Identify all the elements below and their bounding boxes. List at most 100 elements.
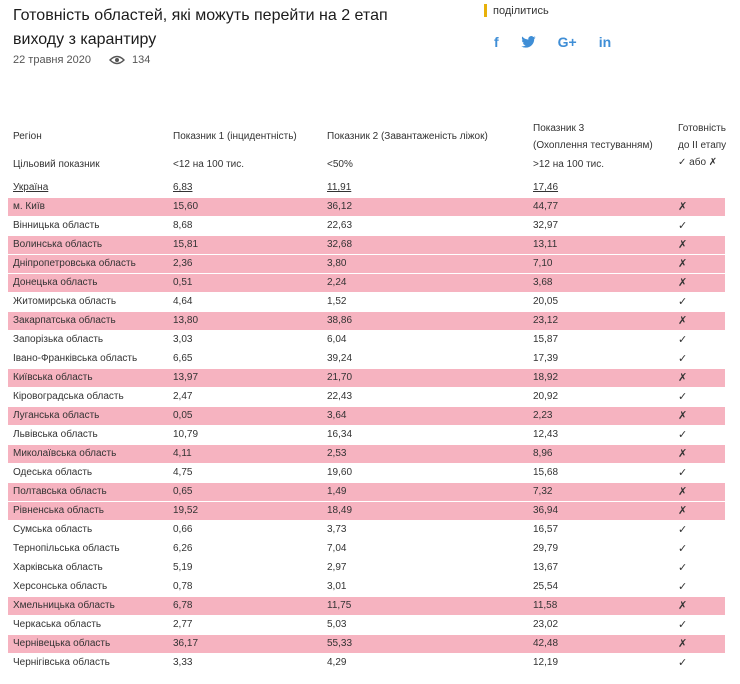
readiness-cell: ✗	[678, 600, 688, 612]
table-row: Київська область 13,97 21,70 18,92 ✗	[8, 369, 725, 387]
readiness-cell: ✗	[678, 239, 688, 251]
indicator-1-cell: 0,05	[173, 410, 193, 421]
indicator-2-cell: 3,01	[327, 581, 347, 592]
indicator-1-cell: 4,75	[173, 467, 193, 478]
indicator-2-cell: 16,34	[327, 429, 353, 440]
indicator-3-cell: 23,02	[533, 619, 559, 630]
table-row: Україна 6,83 11,91 17,46	[8, 179, 725, 197]
readiness-cell: ✗	[678, 486, 688, 498]
table-row: Житомирська область 4,64 1,52 20,05 ✓	[8, 293, 725, 311]
indicator-1-cell: 0,65	[173, 486, 193, 497]
readiness-cell: ✗	[678, 505, 688, 517]
indicator-1-cell: 4,64	[173, 296, 193, 307]
indicator-1-cell: 0,51	[173, 277, 193, 288]
readiness-cell: ✗	[678, 372, 688, 384]
indicator-1-cell: 15,60	[173, 201, 199, 212]
region-cell: Черкаська область	[13, 619, 102, 630]
indicator-3-cell: 15,68	[533, 467, 559, 478]
region-cell: Вінницька область	[13, 220, 100, 231]
indicator-2-cell: 5,03	[327, 619, 347, 630]
readiness-cell: ✗	[678, 410, 688, 422]
indicator-3-cell: 36,94	[533, 505, 559, 516]
indicator-2-cell: 2,97	[327, 562, 347, 573]
region-cell: Рівненська область	[13, 505, 104, 516]
share-header: поділитись	[484, 4, 549, 17]
indicator-2-cell: 11,91	[327, 182, 352, 193]
indicator-2-cell: 22,43	[327, 391, 353, 402]
indicator-1-cell: 6,83	[173, 182, 193, 193]
twitter-icon[interactable]	[520, 33, 536, 51]
share-label: поділитись	[493, 4, 549, 17]
col-header-readiness-line1: Готовність	[678, 123, 726, 134]
table-row: Волинська область 15,81 32,68 13,11 ✗	[8, 236, 725, 254]
table-row: Львівська область 10,79 16,34 12,43 ✓	[8, 426, 725, 444]
table-row: Івано-Франківська область 6,65 39,24 17,39 ✓	[8, 350, 725, 368]
article-title: Готовність областей, які можуть перейти …	[13, 7, 388, 48]
readiness-cell: ✗	[678, 277, 688, 289]
readiness-cell: ✓	[678, 562, 688, 574]
eye-icon	[108, 55, 125, 65]
readiness-cell: ✗	[678, 258, 688, 270]
region-cell: Львівська область	[13, 429, 98, 440]
indicator-1-cell: 4,11	[173, 448, 192, 459]
readiness-cell: ✓	[678, 581, 688, 593]
indicator-3-cell: 13,67	[533, 562, 559, 573]
indicator-2-cell: 11,75	[327, 600, 352, 611]
region-cell: Тернопільська область	[13, 543, 120, 554]
indicator-3-cell: 2,23	[533, 410, 553, 421]
indicator-3-cell: 17,46	[533, 182, 559, 193]
col-header-readiness-line3: ✓ або ✗	[678, 157, 718, 168]
col-header-readiness-line2: до ІІ етапу	[678, 140, 727, 151]
col-header-indicator-3: Показник 3 (Охоплення тестуванням)	[533, 120, 653, 154]
indicator-1-cell: 0,78	[173, 581, 193, 592]
readiness-cell: ✗	[678, 315, 688, 327]
indicator-3-cell: 16,57	[533, 524, 559, 535]
region-cell[interactable]: Україна	[13, 182, 49, 193]
social-share-buttons: f G+ in	[494, 33, 633, 51]
facebook-icon[interactable]: f	[494, 34, 499, 50]
region-cell: Хмельницька область	[13, 600, 115, 611]
table-row: Херсонська область 0,78 3,01 25,54 ✓	[8, 578, 725, 596]
indicator-1-cell: 3,33	[173, 657, 193, 668]
linkedin-icon[interactable]: in	[598, 34, 612, 50]
table-row: Рівненська область 19,52 18,49 36,94 ✗	[8, 502, 725, 520]
indicator-1-cell: 2,77	[173, 619, 193, 630]
indicator-3-cell: 17,39	[533, 353, 559, 364]
indicator-2-cell: 55,33	[327, 638, 353, 649]
article-meta: 22 травня 2020 134	[13, 54, 150, 66]
region-cell: Дніпропетровська область	[13, 258, 136, 269]
col-header-indicator-3-line1: Показник 3	[533, 123, 585, 134]
indicator-2-cell: 7,04	[327, 543, 347, 554]
indicator-2-cell: 3,80	[327, 258, 347, 269]
indicator-1-cell: 6,78	[173, 600, 193, 611]
table-row: Миколаївська область 4,11 2,53 8,96 ✗	[8, 445, 725, 463]
table-row: Хмельницька область 6,78 11,75 11,58 ✗	[8, 597, 725, 615]
region-cell: Луганська область	[13, 410, 100, 421]
indicator-3-cell: 29,79	[533, 543, 559, 554]
indicator-1-cell: 0,66	[173, 524, 193, 535]
indicator-3-cell: 13,11	[533, 239, 558, 250]
indicator-2-cell: 22,63	[327, 220, 353, 231]
indicator-1-cell: 6,26	[173, 543, 193, 554]
readiness-cell: ✓	[678, 467, 688, 479]
readiness-cell: ✓	[678, 543, 688, 555]
indicator-3-cell: 25,54	[533, 581, 559, 592]
indicator-3-cell: 7,10	[533, 258, 553, 269]
readiness-cell: ✓	[678, 296, 688, 308]
region-cell: Житомирська область	[13, 296, 117, 307]
table-row: Харківська область 5,19 2,97 13,67 ✓	[8, 559, 725, 577]
region-cell: Донецька область	[13, 277, 98, 288]
col-header-indicator-3-line2: (Охоплення тестуванням)	[533, 140, 653, 151]
region-cell: Чернігівська область	[13, 657, 110, 668]
readiness-cell: ✗	[678, 201, 688, 213]
indicator-1-cell: 10,79	[173, 429, 199, 440]
indicator-1-cell: 6,65	[173, 353, 193, 364]
indicator-2-cell: 36,12	[327, 201, 353, 212]
table-row: Чернігівська область 3,33 4,29 12,19 ✓	[8, 654, 725, 672]
indicator-1-cell: 13,97	[173, 372, 199, 383]
readiness-cell: ✗	[678, 448, 688, 460]
indicator-2-cell: 39,24	[327, 353, 353, 364]
indicator-2-cell: 3,64	[327, 410, 347, 421]
google-plus-icon[interactable]: G+	[557, 34, 577, 50]
indicator-2-cell: 4,29	[327, 657, 347, 668]
